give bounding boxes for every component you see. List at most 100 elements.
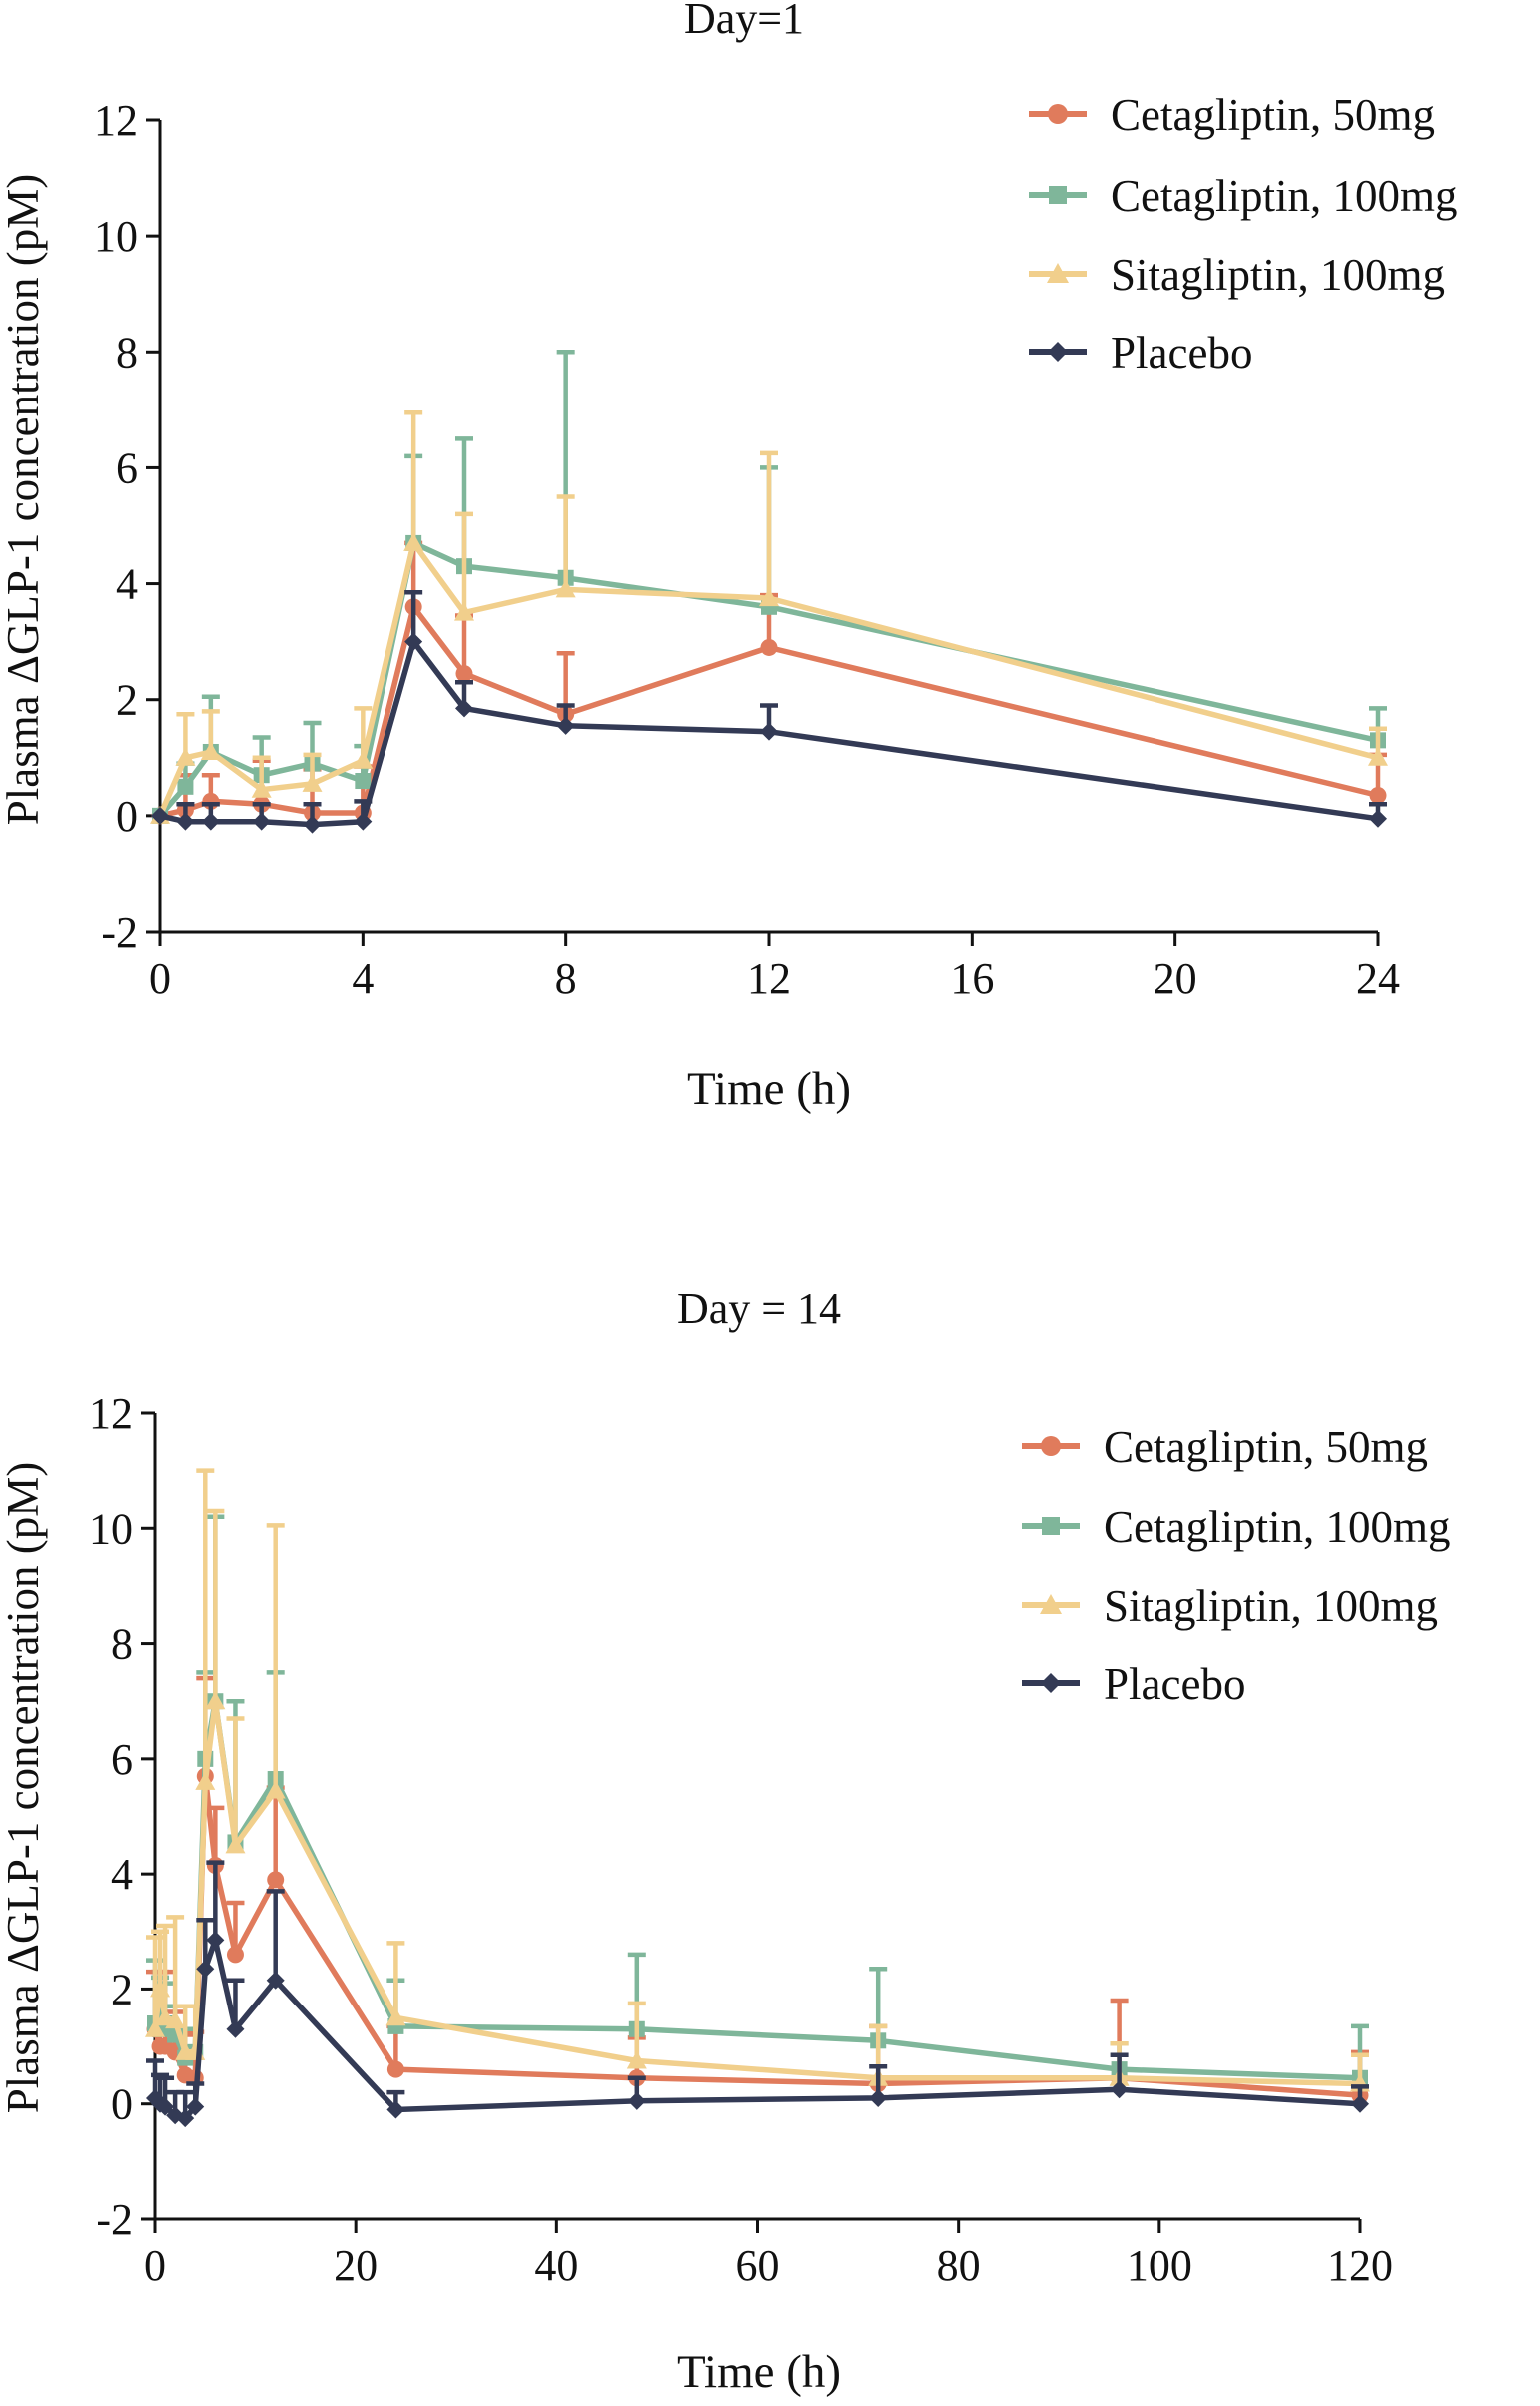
legend-marker-sita100-day14 bbox=[1040, 1594, 1062, 1614]
legend-label-placebo-day14: Placebo bbox=[1104, 1659, 1245, 1709]
data-point-cet50-day1 bbox=[1369, 787, 1387, 805]
data-point-sita100-day1 bbox=[555, 579, 576, 598]
x-tick-label-day14: 60 bbox=[736, 2241, 780, 2290]
data-point-sita100-day14 bbox=[385, 2007, 406, 2026]
legend-item-cet50-day14: Cetagliptin, 50mg bbox=[1022, 1422, 1428, 1472]
data-point-placebo-day14 bbox=[176, 2109, 195, 2128]
data-point-placebo-day14 bbox=[1351, 2094, 1369, 2113]
data-point-sita100-day1 bbox=[302, 773, 323, 792]
legend-marker-placebo-day14 bbox=[1041, 1673, 1061, 1693]
x-tick-label-day1: 12 bbox=[747, 954, 791, 1003]
data-point-placebo-day1 bbox=[556, 716, 575, 735]
legend-label-cet100-day14: Cetagliptin, 100mg bbox=[1104, 1502, 1450, 1552]
y-tick-label-day14: 2 bbox=[111, 1965, 133, 2013]
data-point-cet50-day1 bbox=[455, 665, 473, 683]
x-tick-label-day14: 120 bbox=[1327, 2241, 1393, 2290]
legend-item-placebo-day14: Placebo bbox=[1022, 1659, 1245, 1709]
y-tick-label-day14: 6 bbox=[111, 1735, 133, 1784]
data-point-placebo-day14 bbox=[627, 2091, 646, 2110]
legend-label-cet100-day1: Cetagliptin, 100mg bbox=[1111, 171, 1457, 221]
legend-marker-placebo-day1 bbox=[1048, 342, 1068, 362]
x-tick-label-day14: 80 bbox=[937, 2241, 981, 2290]
x-tick-label-day14: 20 bbox=[334, 2241, 378, 2290]
panel-day14: Day = 14 Time (h) Plasma ΔGLP-1 concentr… bbox=[0, 1284, 1450, 2398]
series-placebo-day1 bbox=[151, 590, 1387, 834]
legend-label-cet50-day1: Cetagliptin, 50mg bbox=[1111, 90, 1435, 140]
series-line-cet100-day14 bbox=[152, 1698, 1361, 2081]
data-point-placebo-day1 bbox=[1369, 809, 1387, 828]
data-point-placebo-day14 bbox=[869, 2088, 888, 2107]
data-point-placebo-day14 bbox=[206, 1931, 225, 1950]
y-axis-label-day1: Plasma ΔGLP-1 concentration (pM) bbox=[0, 174, 48, 826]
data-point-sita100-day1 bbox=[759, 588, 779, 607]
data-point-placebo-day14 bbox=[156, 2097, 175, 2116]
legend-marker-cet50-day14 bbox=[1041, 1436, 1061, 1456]
data-point-sita100-day1 bbox=[403, 532, 424, 551]
data-point-sita100-day1 bbox=[353, 750, 374, 769]
legend-item-sita100-day14: Sitagliptin, 100mg bbox=[1022, 1581, 1438, 1631]
y-tick-label-day1: 10 bbox=[94, 212, 138, 261]
data-point-placebo-day1 bbox=[303, 815, 322, 834]
x-tick-label-day1: 24 bbox=[1356, 954, 1400, 1003]
y-axis-label-day14: Plasma ΔGLP-1 concentration (pM) bbox=[0, 1462, 48, 2114]
legend-marker-sita100-day1 bbox=[1047, 263, 1069, 283]
legend-day1: Cetagliptin, 50mg Cetagliptin, 100mg Sit… bbox=[1029, 90, 1457, 378]
data-point-placebo-day1 bbox=[455, 699, 473, 718]
legend-item-cet50-day1: Cetagliptin, 50mg bbox=[1029, 90, 1435, 140]
legend-item-sita100-day1: Sitagliptin, 100mg bbox=[1029, 250, 1445, 300]
data-point-sita100-day14 bbox=[626, 2050, 647, 2069]
data-point-cet50-day14 bbox=[267, 1871, 285, 1889]
data-point-cet50-day14 bbox=[386, 2060, 404, 2078]
x-tick-label-day1: 4 bbox=[352, 954, 374, 1003]
x-tick-label-day14: 40 bbox=[534, 2241, 578, 2290]
x-tick-label-day1: 8 bbox=[555, 954, 577, 1003]
y-tick-label-day14: 10 bbox=[89, 1504, 133, 1553]
panel-day1: Day=1 Time (h) Plasma ΔGLP-1 concentrati… bbox=[0, 0, 1457, 1115]
y-tick-label-day1: 4 bbox=[116, 560, 138, 609]
x-axis-label-day1: Time (h) bbox=[687, 1063, 851, 1115]
legend-item-cet100-day14: Cetagliptin, 100mg bbox=[1022, 1502, 1450, 1552]
legend-label-cet50-day14: Cetagliptin, 50mg bbox=[1104, 1422, 1428, 1472]
y-tick-label-day1: 6 bbox=[116, 443, 138, 492]
legend-marker-cet100-day1 bbox=[1049, 186, 1067, 204]
data-point-placebo-day1 bbox=[760, 722, 778, 741]
y-tick-label-day14: 0 bbox=[111, 2080, 133, 2129]
x-tick-label-day14: 100 bbox=[1127, 2241, 1192, 2290]
data-point-placebo-day1 bbox=[404, 632, 423, 651]
data-point-sita100-day14 bbox=[145, 2018, 165, 2037]
chart-title-day1: Day=1 bbox=[684, 0, 804, 43]
data-point-placebo-day1 bbox=[354, 812, 373, 831]
data-point-sita100-day14 bbox=[205, 1691, 226, 1710]
data-point-placebo-day14 bbox=[1110, 2080, 1129, 2099]
x-axis-label-day14: Time (h) bbox=[677, 2346, 841, 2398]
chart-title-day14: Day = 14 bbox=[677, 1284, 841, 1333]
legend-item-placebo-day1: Placebo bbox=[1029, 328, 1252, 378]
y-tick-label-day14: 4 bbox=[111, 1850, 133, 1899]
data-point-sita100-day1 bbox=[200, 741, 221, 760]
data-point-placebo-day14 bbox=[266, 1971, 285, 1990]
series-sita100-day14 bbox=[145, 1468, 1370, 2092]
y-tick-label-day1: -2 bbox=[101, 908, 138, 957]
data-point-cet50-day14 bbox=[226, 1946, 244, 1964]
y-tick-label-day1: 2 bbox=[116, 676, 138, 725]
y-tick-label-day1: 12 bbox=[94, 96, 138, 145]
y-tick-label-day14: 8 bbox=[111, 1620, 133, 1669]
x-tick-label-day1: 20 bbox=[1154, 954, 1197, 1003]
legend-marker-cet100-day14 bbox=[1042, 1517, 1060, 1535]
data-point-placebo-day14 bbox=[226, 2019, 245, 2038]
data-point-placebo-day14 bbox=[186, 2097, 205, 2116]
y-tick-label-day14: -2 bbox=[96, 2195, 133, 2244]
data-point-placebo-day1 bbox=[252, 812, 271, 831]
data-point-placebo-day1 bbox=[151, 806, 169, 825]
data-point-cet100-day1 bbox=[177, 778, 194, 795]
data-point-sita100-day14 bbox=[225, 1835, 246, 1854]
legend-label-sita100-day1: Sitagliptin, 100mg bbox=[1111, 250, 1445, 300]
data-point-sita100-day14 bbox=[165, 2010, 186, 2029]
legend-label-placebo-day1: Placebo bbox=[1111, 328, 1252, 378]
data-point-sita100-day1 bbox=[1368, 747, 1388, 766]
data-point-sita100-day14 bbox=[195, 1771, 216, 1790]
y-tick-label-day1: 8 bbox=[116, 328, 138, 377]
data-point-placebo-day14 bbox=[386, 2100, 405, 2119]
